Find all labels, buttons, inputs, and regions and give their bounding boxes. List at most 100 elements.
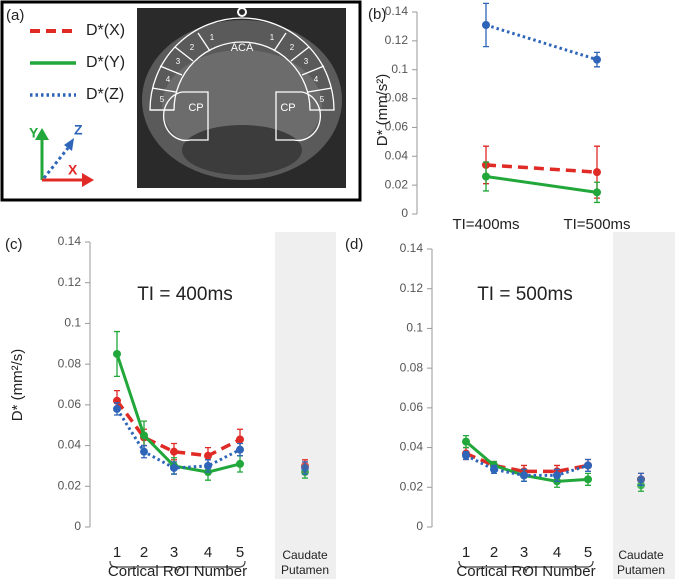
y-tick-label: 0 bbox=[416, 519, 423, 533]
y-tick-label: 0.08 bbox=[385, 91, 409, 105]
y-tick-label: 0.06 bbox=[58, 397, 82, 411]
data-point bbox=[113, 404, 121, 413]
y-tick-label: 0.08 bbox=[58, 356, 82, 370]
data-point bbox=[113, 349, 121, 358]
data-point bbox=[490, 465, 498, 474]
panel-label: (a) bbox=[6, 7, 24, 24]
data-point bbox=[462, 437, 470, 446]
region-label: 2 bbox=[290, 43, 295, 52]
data-point bbox=[236, 459, 244, 468]
category-label: Putamen bbox=[617, 563, 665, 577]
y-tick-label: 0.1 bbox=[406, 321, 423, 335]
region-label: CP bbox=[188, 102, 203, 114]
panel-label: (b) bbox=[368, 6, 386, 23]
brace bbox=[109, 560, 246, 574]
axis-glyph-label: Y bbox=[29, 125, 39, 141]
data-point bbox=[593, 188, 601, 197]
y-axis-label: D* (mm/s²) bbox=[374, 74, 391, 146]
y-tick-label: 0.02 bbox=[385, 177, 409, 191]
data-point bbox=[204, 461, 212, 470]
y-tick-label: 0.04 bbox=[385, 148, 409, 162]
region-background bbox=[275, 232, 336, 579]
series-line bbox=[115, 353, 241, 474]
y-tick-label: 0.04 bbox=[58, 438, 82, 452]
y-tick-label: 0.12 bbox=[58, 275, 82, 289]
y-tick-label: 0.14 bbox=[385, 4, 409, 18]
data-point bbox=[482, 20, 490, 29]
data-point bbox=[140, 431, 148, 440]
x-tick-label: TI=500ms bbox=[563, 216, 630, 233]
x-tick-label: 5 bbox=[236, 544, 244, 561]
category-label: Caudate bbox=[618, 548, 664, 562]
data-point bbox=[236, 445, 244, 454]
y-tick-label: 0.1 bbox=[64, 316, 81, 330]
data-point bbox=[593, 168, 601, 177]
x-tick-label: 3 bbox=[170, 544, 178, 561]
data-point bbox=[170, 463, 178, 472]
x-tick-label: 1 bbox=[113, 544, 121, 561]
category-label: Caudate bbox=[282, 548, 328, 562]
data-point bbox=[140, 447, 148, 456]
y-tick-label: 0 bbox=[74, 519, 81, 533]
y-tick-label: 0.04 bbox=[400, 440, 424, 454]
y-tick-label: 0.06 bbox=[385, 120, 409, 134]
legend-label: D*(Y) bbox=[86, 54, 125, 71]
data-point bbox=[637, 475, 645, 484]
x-tick-label: 4 bbox=[553, 544, 561, 561]
x-tick-label: 2 bbox=[140, 544, 148, 561]
axis-glyph-label: X bbox=[68, 162, 78, 178]
y-axis-label: D* (mm²/s) bbox=[9, 349, 26, 421]
region-label: 1 bbox=[210, 33, 215, 42]
y-tick-label: 0.12 bbox=[400, 281, 424, 295]
y-tick-label: 0.1 bbox=[391, 62, 408, 76]
region-label: 3 bbox=[304, 57, 309, 66]
data-point bbox=[520, 471, 528, 480]
panel-label: (d) bbox=[345, 236, 363, 253]
series-line bbox=[485, 23, 598, 62]
region-label: 4 bbox=[166, 75, 171, 84]
x-tick-label: 5 bbox=[584, 544, 592, 561]
y-tick-label: 0.08 bbox=[400, 360, 424, 374]
region-label: 3 bbox=[176, 57, 181, 66]
data-point bbox=[204, 451, 212, 460]
chart-title: TI = 400ms bbox=[137, 284, 233, 305]
chart-title: TI = 500ms bbox=[477, 284, 573, 305]
x-tick-label: 1 bbox=[462, 544, 470, 561]
data-point bbox=[584, 461, 592, 470]
brain-image: ACA CP CP 5 4 3 2 1 1 2 3 4 5 bbox=[137, 7, 346, 188]
y-tick-label: 0.14 bbox=[58, 234, 82, 248]
region-background bbox=[613, 232, 675, 579]
data-point bbox=[236, 435, 244, 444]
x-tick-label: 4 bbox=[204, 544, 212, 561]
axis-glyph: X Y Z bbox=[29, 122, 94, 187]
y-tick-label: 0.06 bbox=[400, 400, 424, 414]
region-label: 5 bbox=[160, 95, 165, 104]
brace bbox=[458, 560, 594, 574]
region-label: 5 bbox=[320, 95, 325, 104]
panel-label: (c) bbox=[5, 236, 23, 253]
region-label: CP bbox=[280, 102, 295, 114]
x-tick-label: 3 bbox=[520, 544, 528, 561]
y-tick-label: 0.12 bbox=[385, 33, 409, 47]
x-axis-label: Cortical ROI Number bbox=[456, 563, 595, 579]
x-tick-label: 2 bbox=[490, 544, 498, 561]
region-label: 4 bbox=[314, 75, 319, 84]
series-line bbox=[465, 451, 589, 474]
y-tick-label: 0.14 bbox=[400, 241, 424, 255]
series-line bbox=[485, 163, 598, 174]
y-tick-label: 0.02 bbox=[58, 478, 82, 492]
region-label: 2 bbox=[190, 43, 195, 52]
data-point bbox=[482, 172, 490, 181]
data-point bbox=[584, 475, 592, 484]
data-point bbox=[593, 55, 601, 64]
axis-glyph-label: Z bbox=[74, 122, 83, 138]
x-axis-label: Cortical ROI Number bbox=[108, 563, 247, 579]
data-point bbox=[553, 471, 561, 480]
series-line bbox=[485, 175, 598, 194]
data-point bbox=[301, 463, 309, 472]
x-tick-label: TI=400ms bbox=[452, 216, 519, 233]
y-tick-label: 0 bbox=[401, 206, 408, 220]
legend-label: D*(X) bbox=[86, 22, 125, 39]
series-line bbox=[115, 408, 241, 470]
